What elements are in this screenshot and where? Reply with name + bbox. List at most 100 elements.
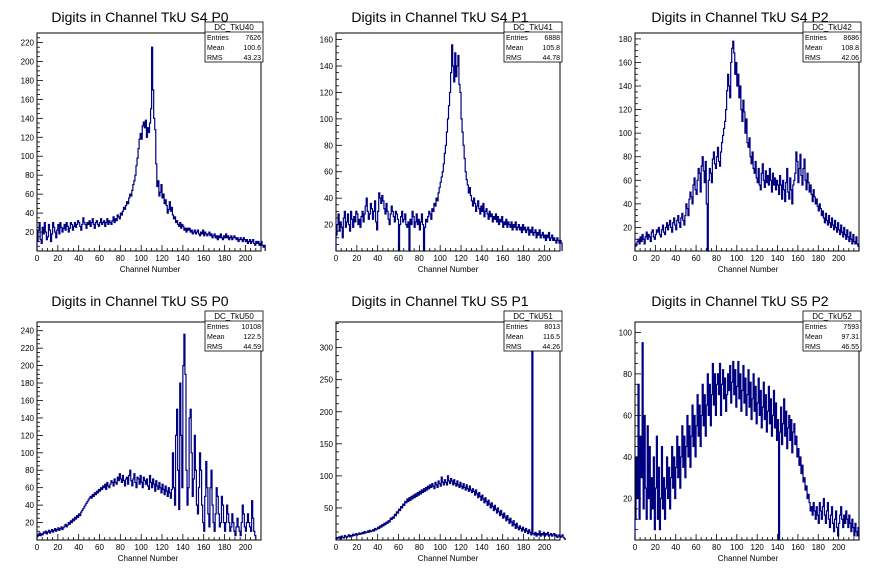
y-tick-label: 160 [619, 58, 633, 67]
stats-key: Entries [805, 324, 827, 331]
stats-box: DC_TkU41 Entries 6888 Mean 105.8 RMS 44.78 [503, 21, 563, 63]
x-tick-label: 100 [135, 543, 149, 552]
x-tick-label: 160 [496, 254, 510, 263]
y-tick-label: 80 [25, 466, 34, 475]
x-tick-label: 20 [53, 543, 62, 552]
stats-value: 100.6 [243, 45, 261, 52]
x-tick-label: 180 [218, 543, 232, 552]
y-tick-label: 100 [619, 328, 633, 337]
y-tick-label: 180 [619, 35, 633, 44]
x-tick-label: 80 [712, 543, 721, 552]
plot-frame [634, 321, 860, 541]
plot-frame [36, 32, 262, 252]
x-tick-label: 20 [352, 543, 361, 552]
stats-value: 8013 [544, 324, 560, 331]
x-tick-label: 80 [116, 254, 125, 263]
x-tick-label: 80 [712, 254, 721, 263]
stats-name: DC_TkU40 [214, 23, 254, 32]
x-tick-label: 60 [692, 543, 701, 552]
x-tick-label: 160 [791, 254, 805, 263]
x-tick-label: 40 [373, 543, 382, 552]
stats-box: DC_TkU52 Entries 7593 Mean 97.31 RMS 46.55 [802, 310, 862, 352]
histogram-line [335, 340, 566, 540]
stats-key: RMS [207, 344, 223, 351]
stats-name: DC_TkU52 [812, 312, 852, 321]
y-tick-label: 100 [21, 449, 35, 458]
stats-value: 44.78 [542, 55, 560, 62]
chart-title: Digits in Channel TkU S4 P2 [651, 9, 828, 25]
stats-key: Mean [805, 334, 823, 341]
x-tick-label: 120 [155, 254, 169, 263]
x-tick-label: 20 [651, 543, 660, 552]
y-tick-label: 100 [21, 152, 35, 161]
stats-value: 46.55 [841, 344, 859, 351]
stats-value: 116.5 [543, 334, 560, 341]
y-tick-label: 20 [25, 228, 34, 237]
stats-box-frame [204, 21, 264, 63]
stats-value: 105.8 [542, 45, 560, 52]
x-tick-label: 20 [352, 254, 361, 263]
chart-title: Digits in Channel TkU S5 P1 [351, 293, 528, 309]
stats-value: 97.31 [841, 334, 859, 341]
stats-key: Mean [506, 334, 524, 341]
y-tick-label: 100 [320, 115, 334, 124]
x-tick-label: 60 [95, 254, 104, 263]
y-tick-label: 40 [25, 501, 34, 510]
x-tick-label: 160 [197, 543, 211, 552]
chart-title: Digits in Channel TkU S5 P2 [651, 293, 828, 309]
stats-key: RMS [805, 55, 821, 62]
x-tick-label: 160 [496, 543, 510, 552]
stats-box-frame [204, 310, 264, 352]
stats-value: 44.26 [542, 344, 560, 351]
y-tick-label: 180 [21, 76, 35, 85]
x-tick-label: 200 [538, 254, 552, 263]
x-tick-label: 140 [771, 543, 785, 552]
stats-name: DC_TkU42 [812, 23, 852, 32]
y-tick-label: 20 [324, 221, 333, 230]
x-tick-label: 0 [633, 543, 638, 552]
y-tick-label: 20 [623, 494, 632, 503]
stats-key: RMS [506, 55, 522, 62]
x-tick-label: 160 [197, 254, 211, 263]
stats-name: DC_TkU50 [214, 312, 254, 321]
stats-name: DC_TkU51 [513, 312, 553, 321]
x-tick-label: 200 [832, 254, 846, 263]
x-tick-label: 60 [692, 254, 701, 263]
stats-value: 122.5 [243, 334, 261, 341]
y-tick-label: 240 [21, 327, 35, 336]
x-tick-label: 140 [771, 254, 785, 263]
stats-key: Mean [506, 45, 524, 52]
stats-value: 6888 [544, 35, 560, 42]
y-tick-label: 100 [320, 472, 334, 481]
x-tick-label: 40 [373, 254, 382, 263]
x-axis-label: Channel Number [418, 554, 479, 563]
stats-key: Entries [207, 324, 229, 331]
y-tick-label: 40 [623, 200, 632, 209]
stats-key: RMS [805, 344, 821, 351]
y-tick-label: 250 [320, 376, 334, 385]
x-tick-label: 200 [832, 543, 846, 552]
stats-value: 108.8 [841, 45, 859, 52]
x-tick-label: 80 [415, 254, 424, 263]
x-tick-label: 100 [730, 543, 744, 552]
y-tick-label: 40 [623, 453, 632, 462]
x-tick-label: 140 [475, 543, 489, 552]
stats-box: DC_TkU50 Entries 10108 Mean 122.5 RMS 44.59 [204, 310, 264, 352]
y-tick-label: 120 [21, 133, 35, 142]
histogram-line [634, 342, 860, 541]
y-tick-label: 200 [320, 408, 334, 417]
histogram-panel: Digits in Channel TkU S5 P1 0 20 40 60 80 100 1… [320, 293, 566, 563]
x-tick-label: 180 [517, 543, 531, 552]
plot-frame [335, 32, 561, 252]
x-tick-label: 120 [454, 254, 468, 263]
x-tick-label: 40 [671, 543, 680, 552]
x-tick-label: 180 [517, 254, 531, 263]
y-tick-label: 80 [324, 141, 333, 150]
x-tick-label: 120 [155, 543, 169, 552]
histogram-line [335, 44, 563, 252]
y-tick-label: 140 [320, 62, 334, 71]
x-axis-label: Channel Number [718, 265, 779, 274]
stats-key: RMS [506, 344, 522, 351]
y-tick-label: 160 [21, 396, 35, 405]
